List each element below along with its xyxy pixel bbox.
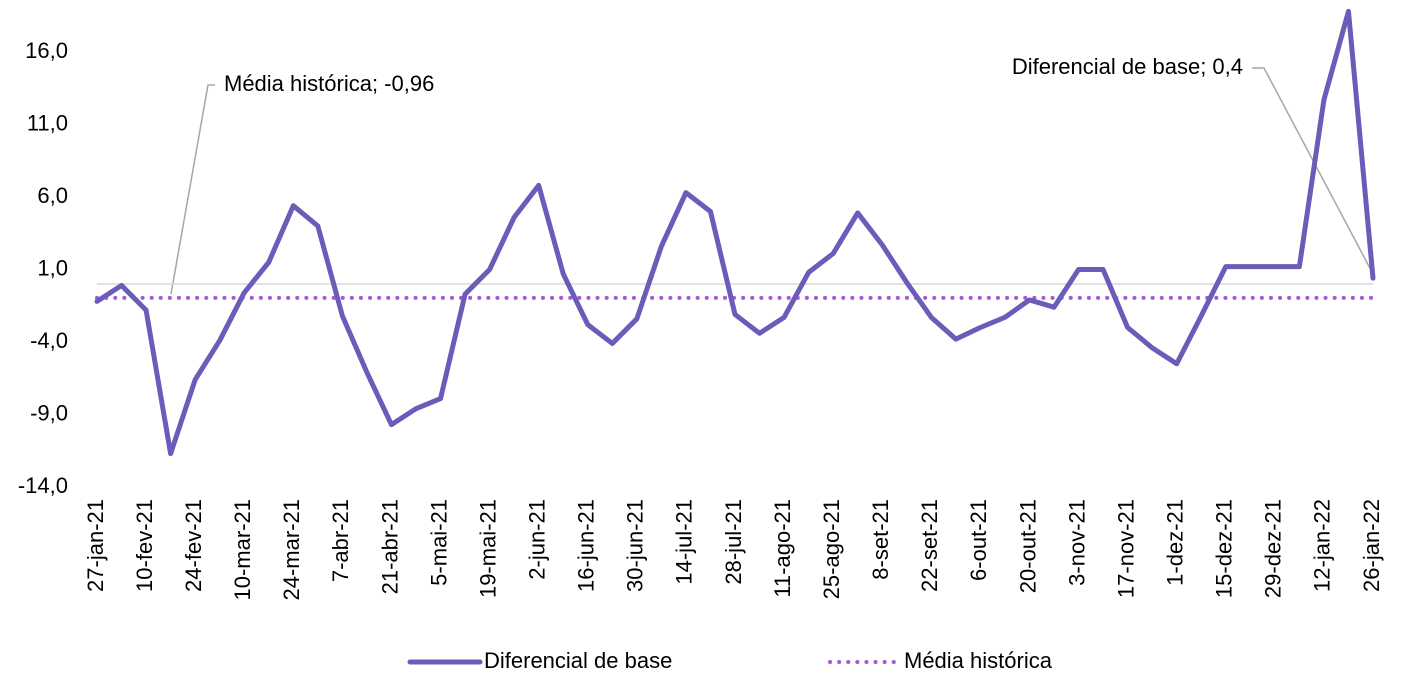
y-tick-label: 16,0 <box>25 38 68 63</box>
x-tick-label: 14-jul-21 <box>672 499 697 585</box>
y-tick-label: -14,0 <box>18 473 68 498</box>
x-tick-label: 24-fev-21 <box>181 499 206 592</box>
x-tick-label: 11-ago-21 <box>770 499 795 598</box>
x-tick-label: 27-jan-21 <box>83 499 108 592</box>
x-tick-label: 6-out-21 <box>966 499 991 581</box>
annotation-leader <box>1252 67 1373 273</box>
legend-label: Média histórica <box>904 648 1053 673</box>
y-tick-label: 1,0 <box>37 255 68 280</box>
x-tick-label: 1-dez-21 <box>1163 499 1188 586</box>
x-tick-label: 8-set-21 <box>868 499 893 580</box>
x-tick-label: 20-out-21 <box>1015 499 1040 593</box>
x-tick-label: 25-ago-21 <box>819 499 844 599</box>
y-tick-label: -9,0 <box>30 400 68 425</box>
x-tick-label: 17-nov-21 <box>1113 499 1138 598</box>
x-tick-label: 26-jan-22 <box>1359 499 1384 592</box>
annotation: Diferencial de base; 0,4 <box>1012 54 1243 79</box>
y-tick-label: -4,0 <box>30 328 68 353</box>
annotation: Média histórica; -0,96 <box>224 71 434 96</box>
x-tick-label: 3-nov-21 <box>1064 499 1089 586</box>
x-tick-label: 30-jun-21 <box>623 499 648 592</box>
x-tick-label: 7-abr-21 <box>328 499 353 582</box>
legend-label: Diferencial de base <box>484 648 672 673</box>
y-tick-label: 6,0 <box>37 183 68 208</box>
x-tick-label: 5-mai-21 <box>426 499 451 586</box>
x-tick-label: 22-set-21 <box>917 499 942 592</box>
series-line <box>94 8 1376 457</box>
x-tick-label: 2-jun-21 <box>525 499 550 580</box>
x-tick-label: 21-abr-21 <box>377 499 402 594</box>
x-tick-label: 10-mar-21 <box>230 499 255 600</box>
y-tick-label: 11,0 <box>27 110 68 135</box>
x-tick-label: 16-jun-21 <box>574 499 599 592</box>
x-tick-label: 19-mai-21 <box>475 499 500 598</box>
x-tick-label: 10-fev-21 <box>132 499 157 592</box>
x-tick-label: 28-jul-21 <box>721 499 746 585</box>
x-tick-label: 29-dez-21 <box>1261 499 1286 598</box>
x-tick-label: 12-jan-22 <box>1310 499 1335 592</box>
x-tick-label: 24-mar-21 <box>279 499 304 600</box>
x-tick-label: 15-dez-21 <box>1212 499 1237 598</box>
annotation-leader <box>170 84 215 295</box>
